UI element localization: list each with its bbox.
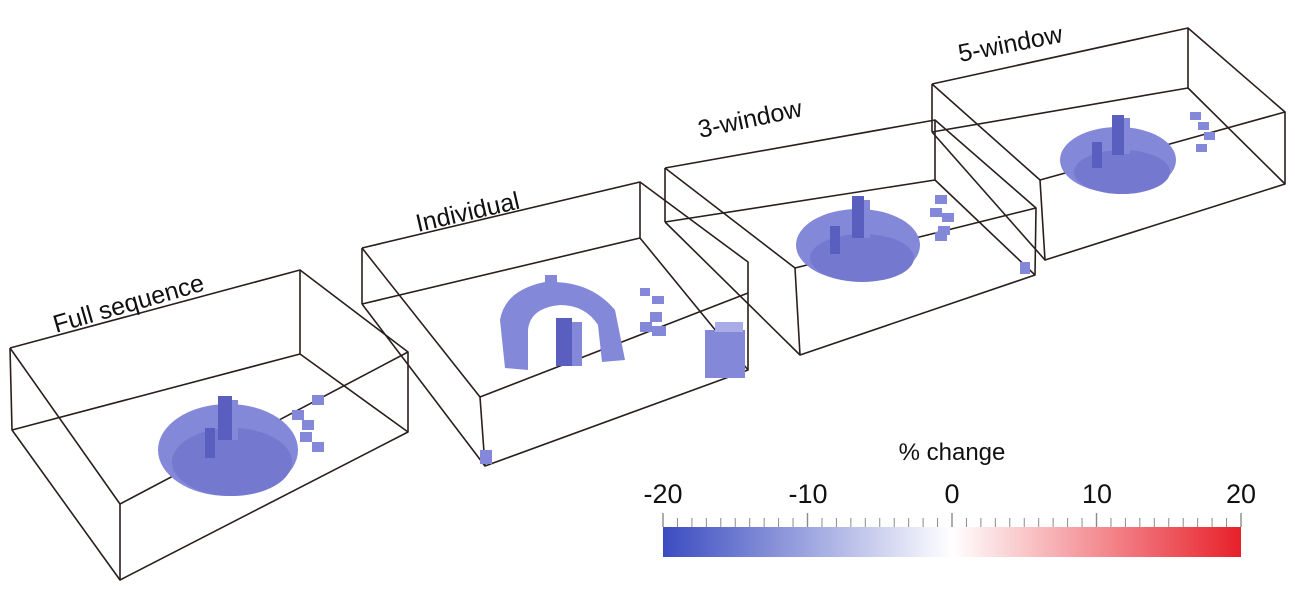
voxel-notch-5w (1092, 142, 1102, 168)
voxel-cluster-individual (480, 275, 745, 464)
colorbar-tick-label: 10 (1082, 479, 1112, 509)
panel-label-5-window: 5-window (956, 20, 1066, 68)
colorbar-tick-labels: -20 -10 0 10 20 (643, 479, 1256, 509)
voxel-spike-5w-side (1124, 118, 1130, 154)
box-3w-front-bottom-left (664, 221, 801, 356)
voxel-satellite-full-1 (292, 410, 304, 420)
voxel-inner-left-individual (556, 318, 572, 366)
voxel-notch-3w (830, 226, 840, 254)
voxel-blob-full-shade (172, 428, 292, 496)
voxel-cluster-3-window (796, 195, 1030, 282)
voxel-cluster-full (158, 395, 324, 496)
voxel-top-individual (545, 275, 557, 289)
box-ind-back-bottom-left (361, 237, 641, 305)
voxel-spike-3w (852, 196, 864, 238)
voxel-satellite-ind-2 (652, 296, 664, 304)
panel-label-full-sequence: Full sequence (50, 269, 207, 339)
voxel-satellite-3w-3 (942, 213, 954, 222)
voxel-satellite-ind-3 (650, 312, 662, 322)
voxel-blob-5w-shade (1074, 150, 1170, 194)
voxel-corner-bottom-individual (480, 450, 492, 464)
colorbar-tick-label: -20 (643, 479, 682, 509)
voxel-spike-full-side (232, 400, 238, 440)
box-5w-front-bottom-left (931, 131, 1046, 261)
colorbar-tick-label: 0 (944, 479, 959, 509)
voxel-blob-3w-shade (810, 234, 914, 282)
voxel-inner-right-individual (572, 322, 582, 366)
voxel-satellite-3w-4 (938, 226, 950, 235)
box-full-front-top-left (9, 347, 121, 505)
voxel-satellite-3w-2 (930, 208, 942, 217)
voxel-corner-top-individual (715, 322, 743, 332)
box-5w-back-bottom-left (931, 87, 1189, 133)
panel-individual: Individual (361, 181, 749, 467)
panel-full-sequence: Full sequence (9, 269, 409, 581)
voxel-satellite-full-4 (300, 432, 312, 442)
voxel-spike-5w (1112, 115, 1124, 155)
voxel-spike-3w-side (864, 200, 870, 238)
voxel-satellite-5w-4 (1196, 144, 1207, 152)
voxel-satellite-5w-1 (1190, 112, 1201, 120)
box-full-back-bottom-right (299, 353, 409, 433)
colorbar-title: % change (899, 439, 1006, 466)
voxel-satellite-ind-1 (640, 288, 650, 296)
voxel-satellite-3w-1 (935, 195, 947, 204)
voxel-arch-individual (500, 281, 625, 370)
voxel-cluster-5-window (1060, 112, 1215, 194)
voxel-satellite-full-3 (312, 395, 324, 405)
box-5w-back-bottom-right (1187, 87, 1286, 185)
box-full-back-bottom-left (11, 353, 301, 431)
colorbar-gradient (663, 527, 1241, 557)
voxel-notch-full (205, 428, 215, 458)
panel-3-window: 3-window (664, 94, 1037, 356)
voxel-satellite-full-5 (312, 442, 324, 452)
colorbar-tick-label: -10 (788, 479, 827, 509)
colorbar-ticks (662, 513, 1242, 527)
voxel-corner-3w (1020, 262, 1030, 274)
panel-5-window: 5-window (931, 20, 1286, 261)
colorbar-tick-label: 20 (1226, 479, 1256, 509)
voxel-satellite-ind-4 (640, 322, 652, 332)
voxel-satellite-full-2 (302, 420, 314, 430)
colorbar: % change -20 -10 0 10 20 (643, 439, 1256, 557)
voxel-corner-block-individual (705, 330, 745, 378)
voxel-satellite-5w-3 (1204, 132, 1215, 140)
voxel-satellite-ind-5 (652, 326, 666, 336)
box-3w-back-bottom-left (664, 179, 936, 223)
voxel-satellite-3w-5 (935, 232, 947, 241)
panel-label-individual: Individual (413, 187, 522, 238)
box-ind-front-bottom-left (361, 303, 486, 467)
voxel-spike-full (218, 396, 232, 440)
voxel-satellite-5w-2 (1198, 122, 1209, 130)
panel-label-3-window: 3-window (695, 94, 805, 144)
box-3w-back-bottom-right (934, 179, 1036, 276)
